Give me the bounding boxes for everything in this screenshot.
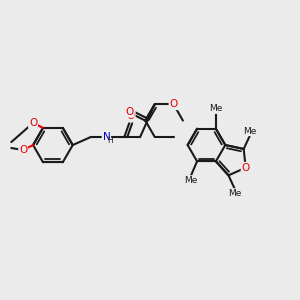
Text: O: O	[242, 163, 250, 173]
Text: O: O	[29, 118, 37, 128]
Text: Me: Me	[184, 176, 198, 185]
Text: N: N	[103, 132, 110, 142]
Text: O: O	[127, 111, 135, 121]
Text: O: O	[19, 145, 27, 155]
Text: Me: Me	[243, 127, 256, 136]
Text: O: O	[125, 107, 134, 117]
Text: Me: Me	[209, 104, 223, 113]
Text: H: H	[107, 136, 113, 145]
Text: O: O	[169, 99, 178, 109]
Text: Me: Me	[228, 189, 241, 198]
